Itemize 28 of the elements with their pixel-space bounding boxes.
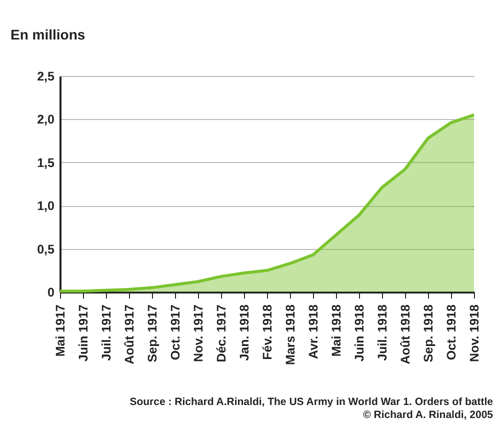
y-tick-label: 2,5 bbox=[37, 70, 55, 84]
source-note: Source : Richard A.Rinaldi, The US Army in World War 1. Orders of battle bbox=[130, 396, 493, 409]
x-tick-label: Avr. 1918 bbox=[306, 304, 320, 359]
x-tick-label: Août 1918 bbox=[398, 304, 412, 364]
x-tick-label: Juil. 1918 bbox=[376, 304, 390, 361]
x-tick-label: Oct. 1918 bbox=[444, 304, 458, 360]
y-tick-label: 2,0 bbox=[37, 112, 55, 127]
x-tick-label: Juil. 1917 bbox=[100, 304, 114, 361]
x-tick-label: Nov. 1918 bbox=[468, 304, 482, 362]
x-tick-label: Déc. 1917 bbox=[214, 304, 228, 362]
x-tick-label: Fév. 1918 bbox=[260, 304, 274, 360]
y-tick-label: 0 bbox=[48, 286, 55, 300]
x-tick-label: Août 1917 bbox=[122, 304, 136, 364]
x-tick-label: Jan. 1918 bbox=[238, 304, 252, 361]
text: © Richard A. Rinaldi, 2005 bbox=[362, 409, 493, 422]
x-tick-label: Mai 1918 bbox=[330, 304, 344, 357]
y-tick-label: 1,0 bbox=[37, 199, 55, 214]
x-tick-label: Oct. 1917 bbox=[168, 304, 182, 360]
y-tick-label: 1,5 bbox=[37, 156, 55, 170]
x-tick-label: Juin 1917 bbox=[76, 304, 90, 362]
x-tick-label: Mai 1917 bbox=[54, 304, 68, 357]
x-tick-label: Sep. 1917 bbox=[146, 304, 160, 362]
x-tick-label: Nov. 1917 bbox=[192, 304, 206, 362]
y-axis-title: En millions bbox=[10, 26, 86, 42]
x-tick-label: Mars 1918 bbox=[284, 304, 298, 365]
x-tick-label: Juin 1918 bbox=[352, 304, 366, 362]
y-tick-label: 0,5 bbox=[37, 242, 55, 256]
x-tick-label: Sep. 1918 bbox=[422, 304, 436, 362]
